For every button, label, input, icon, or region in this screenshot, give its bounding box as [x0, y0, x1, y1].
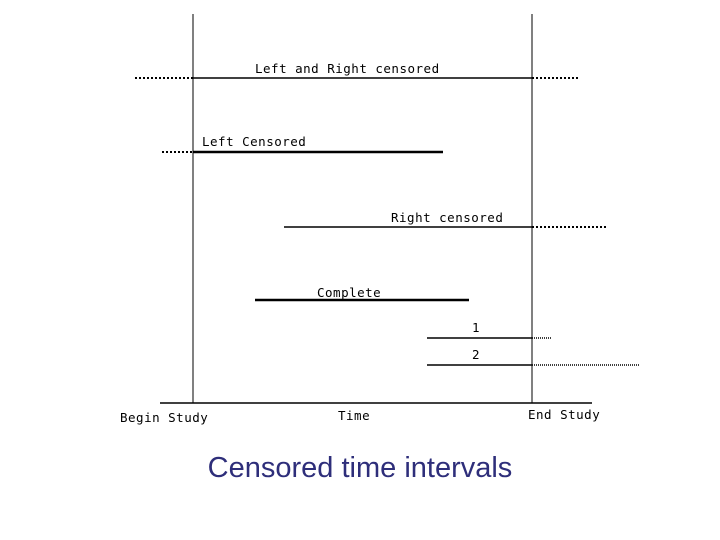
label-complete: Complete: [317, 285, 382, 300]
label-begin-study: Begin Study: [120, 410, 209, 425]
label-right-censored: Right censored: [391, 210, 504, 225]
label-end-study: End Study: [528, 407, 601, 422]
caption: Censored time intervals: [207, 452, 513, 484]
label-left-and-right-censored: Left and Right censored: [255, 61, 440, 76]
label-case-1: 1: [472, 320, 481, 335]
censoring-diagram: [135, 14, 639, 404]
label-time: Time: [338, 408, 371, 423]
label-case-2: 2: [472, 347, 481, 362]
label-left-censored: Left Censored: [202, 134, 307, 149]
